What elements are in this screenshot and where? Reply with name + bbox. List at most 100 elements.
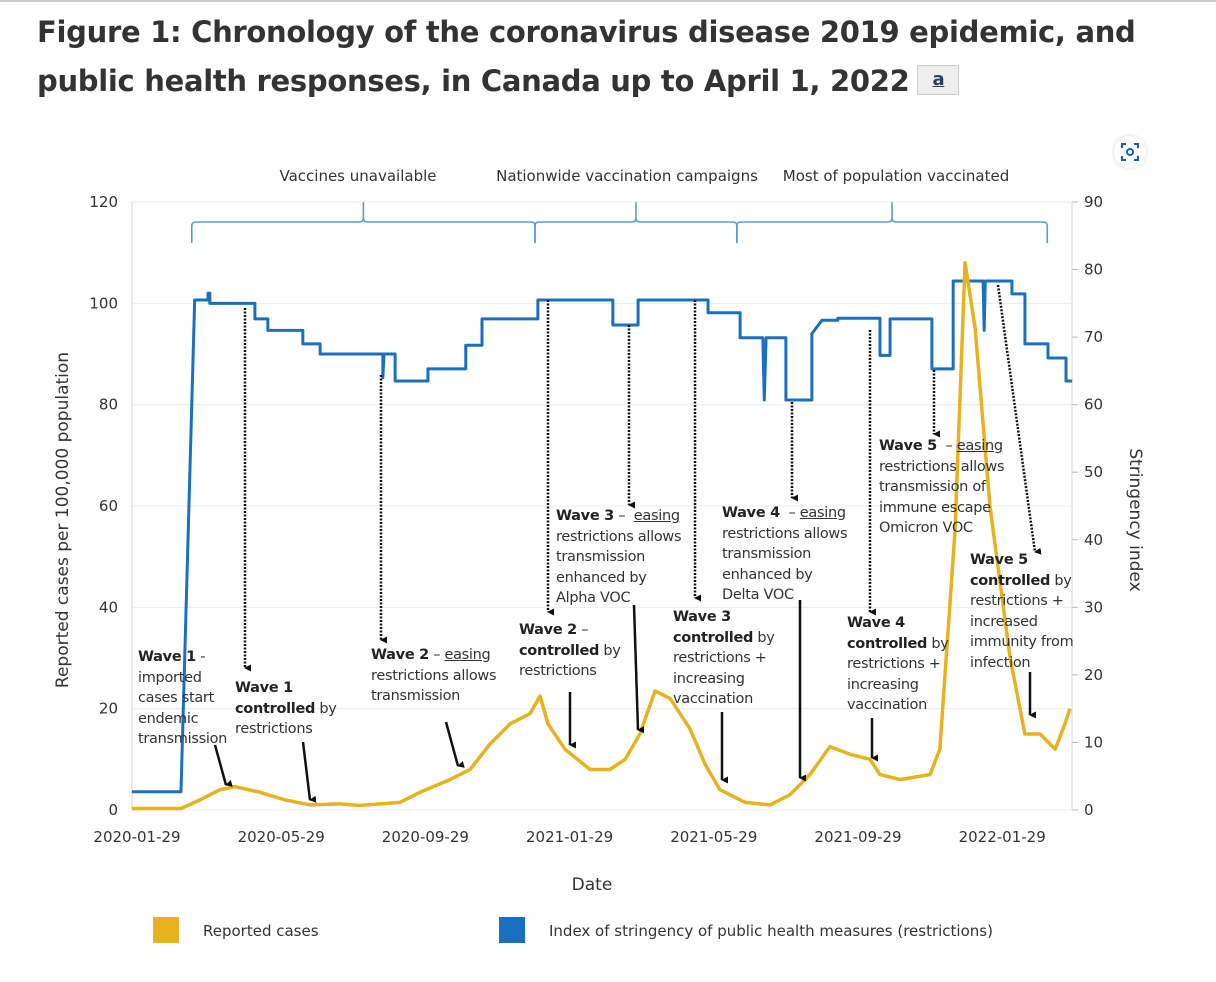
y-tick-label: 40 <box>99 598 118 616</box>
figure-title: Figure 1: Chronology of the coronavirus … <box>37 8 1177 106</box>
annotation-text: Wave 3 <box>673 609 731 625</box>
annotation-2: Wave 1 controlled by restrictions <box>235 678 337 740</box>
phase-label: Vaccines unavailable <box>280 167 437 185</box>
y-tick-label: 80 <box>99 396 118 414</box>
annotation-line: Wave 3 – easing <box>556 506 681 527</box>
annotation-text: controlled <box>235 700 316 717</box>
annotation-line: vaccination <box>847 695 949 716</box>
annotation-line: restrictions + <box>673 648 775 669</box>
annotation-text: Wave 2 <box>371 647 429 663</box>
annotation-text: easing <box>633 508 680 524</box>
annotation-text: Delta VOC <box>722 587 794 603</box>
annotation-line: enhanced by <box>556 568 681 589</box>
y-tick-label: 120 <box>89 193 118 211</box>
legend-label-cases: Reported cases <box>203 922 319 940</box>
annotation-line: transmission of <box>879 477 1004 498</box>
annotation-4: Wave 2 – controlled by restrictions <box>519 620 621 682</box>
annotation-line: Wave 4 – easing <box>722 503 847 524</box>
annotation-line: imported <box>138 668 227 689</box>
annotation-line: increasing <box>847 675 949 696</box>
phase-bracket <box>736 202 1049 243</box>
annotation-line: vaccination <box>673 689 775 710</box>
annotation-line: transmission <box>371 686 496 707</box>
annotation-text: vaccination <box>673 691 753 707</box>
annotation-line: restrictions allows <box>722 524 848 545</box>
annotation-text: Wave 5 <box>970 552 1028 568</box>
annotation-text: by <box>599 642 621 659</box>
annotation-text: Alpha VOC <box>556 590 631 606</box>
annotation-text: restrictions <box>519 663 597 679</box>
annotation-text: - <box>195 649 206 665</box>
annotation-line: Wave 3 <box>673 607 775 628</box>
annotation-text: Wave 1 <box>235 680 293 696</box>
annotation-text: Omicron VOC <box>879 520 973 536</box>
x-tick-label: 2020-01-29 <box>93 828 180 846</box>
y2-tick-label: 60 <box>1084 396 1103 414</box>
annotation-text: Wave 1 <box>138 649 196 665</box>
x-tick-label: 2021-09-29 <box>814 828 901 846</box>
expand-button[interactable] <box>1114 136 1146 168</box>
phase-bracket <box>190 202 536 243</box>
annotation-line: Wave 1 <box>235 678 337 699</box>
annotation-text: increasing <box>673 670 745 687</box>
y-tick-label: 100 <box>89 294 118 312</box>
annotation-line: transmission <box>556 547 681 568</box>
annotation-text: imported <box>138 669 202 686</box>
annotation-line: Alpha VOC <box>556 588 681 609</box>
y2-tick-label: 10 <box>1084 733 1103 751</box>
annotation-text: restrictions allows <box>722 525 848 542</box>
annotation-text: – <box>613 508 634 524</box>
annotation-line: controlled by <box>519 641 621 662</box>
footnote-link[interactable]: a <box>917 65 960 95</box>
phase-bracket <box>534 202 738 243</box>
annotation-text: – <box>428 647 445 663</box>
legend-swatch-stringency <box>499 917 525 943</box>
annotation-text: infection <box>970 654 1031 671</box>
y2-tick-label: 40 <box>1084 531 1103 549</box>
annotation-text: enhanced by <box>556 569 647 586</box>
top-divider <box>0 0 1216 2</box>
annotation-text: restrictions allows <box>879 458 1005 475</box>
annotation-line: restrictions allows <box>879 457 1005 478</box>
annotation-line: Wave 4 <box>847 613 949 634</box>
annotation-text: – <box>936 438 957 454</box>
y2-tick-label: 0 <box>1084 801 1094 819</box>
y2-tick-label: 90 <box>1084 193 1103 211</box>
annotation-text: restrictions allows <box>371 667 497 684</box>
x-tick-label: 2022-01-29 <box>959 828 1046 846</box>
annotation-line: controlled by <box>673 628 775 649</box>
annotation-10: Wave 5 controlled by restrictions + increas… <box>970 550 1074 673</box>
annotation-text: vaccination <box>847 697 927 713</box>
annotation-line: Wave 5 <box>970 550 1073 571</box>
annotation-text: restrictions + <box>673 650 767 666</box>
annotation-text: easing <box>956 438 1003 454</box>
cases-line <box>131 261 1072 811</box>
annotation-text: – <box>576 622 589 638</box>
annotation-text: Wave 2 <box>519 622 577 638</box>
annotation-text: controlled <box>519 642 600 659</box>
annotation-line: increased <box>970 612 1073 633</box>
solid-arrow <box>444 721 458 766</box>
annotation-line: Wave 5 – easing <box>879 436 1004 457</box>
annotation-text: enhanced by <box>722 566 813 583</box>
annotation-line: restrictions <box>235 719 337 740</box>
figure-title-text: Figure 1: Chronology of the coronavirus … <box>37 15 1136 98</box>
annotation-text: easing <box>799 505 846 521</box>
annotation-line: restrictions allows <box>371 666 497 687</box>
annotation-5: Wave 3 – easing restrictions allows transm… <box>556 506 682 609</box>
solid-arrow <box>213 744 226 785</box>
annotation-8: Wave 4 controlled by restrictions + increas… <box>847 613 949 716</box>
y2-axis-title: Stringency index <box>1125 448 1145 591</box>
annotation-line: Delta VOC <box>722 585 847 606</box>
annotation-line: controlled by <box>847 634 949 655</box>
annotation-text: restrictions + <box>847 656 941 672</box>
annotation-line: increasing <box>673 669 775 690</box>
x-tick-label: 2020-09-29 <box>382 828 469 846</box>
annotation-line: immunity from <box>970 632 1074 653</box>
focus-expand-icon <box>1121 143 1139 161</box>
x-tick-label: 2021-01-29 <box>526 828 613 846</box>
y-tick-label: 0 <box>108 801 118 819</box>
annotation-line: Wave 1 - <box>138 647 227 668</box>
annotation-text: transmission <box>722 546 812 562</box>
